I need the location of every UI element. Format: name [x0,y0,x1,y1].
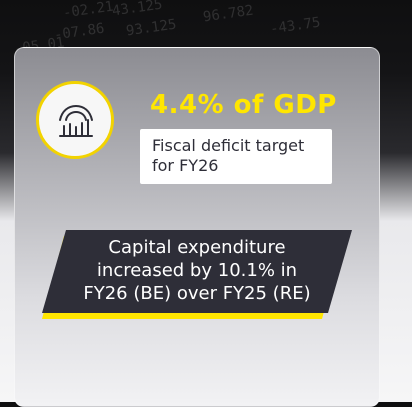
banner-line: increased by 10.1% in [96,260,298,281]
capex-banner [42,230,352,313]
capex-banner-text: Capital expenditure increased by 10.1% i… [42,236,352,305]
ticker-value: -02.21 [62,0,115,22]
ticker-value: 43.125 [111,0,164,20]
subtitle-line: for FY26 [152,156,219,175]
banner-line: Capital expenditure [108,237,286,258]
banner-line: FY26 (BE) over FY25 (RE) [83,283,311,304]
ticker-value: -43.75 [269,14,322,38]
subtitle-line: Fiscal deficit target [152,136,305,155]
factory-chart-icon-graphic [59,105,93,137]
subtitle-box: Fiscal deficit target for FY26 [140,129,332,184]
headline-gdp: 4.4% of GDP [150,90,337,120]
ticker-value: 93.125 [125,16,178,40]
factory-chart-icon [36,81,114,159]
ticker-value: 96.782 [202,2,255,26]
